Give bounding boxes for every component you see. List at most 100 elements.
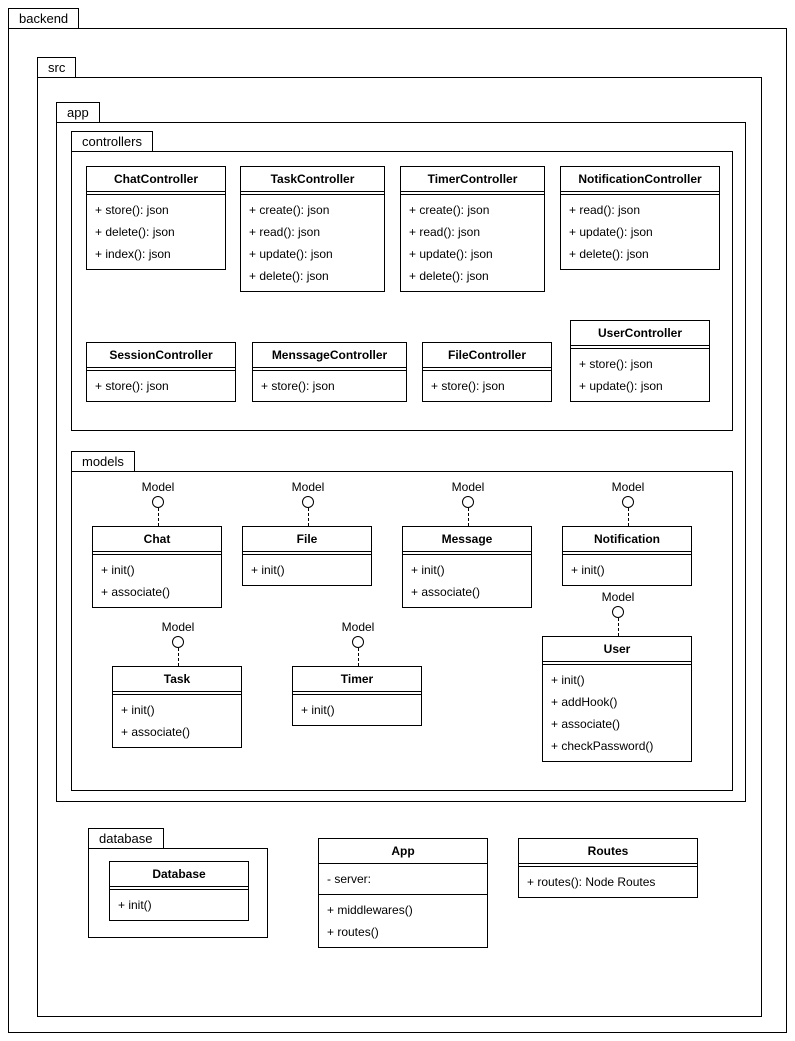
pkg-app: app controllers ChatController + store()… — [56, 122, 746, 802]
method: + update(): json — [569, 221, 711, 243]
cls-title: ChatController — [87, 167, 225, 192]
cls-title: Notification — [563, 527, 691, 552]
lollipop-icon — [622, 496, 634, 508]
pkg-src-label: src — [48, 60, 65, 75]
pkg-app-label: app — [67, 105, 89, 120]
cls-body: + routes(): Node Routes — [519, 867, 697, 897]
cls-body: + middlewares() + routes() — [319, 895, 487, 947]
cls-body: + store(): json + delete(): json + index… — [87, 195, 225, 269]
pkg-backend-tab: backend — [8, 8, 79, 29]
iface-model: Model — [138, 620, 218, 666]
cls-title: Task — [113, 667, 241, 692]
method: + init() — [251, 559, 363, 581]
pkg-models-label: models — [82, 454, 124, 469]
pkg-controllers: controllers ChatController + store(): js… — [71, 151, 733, 431]
cls-usercontroller: UserController + store(): json + update(… — [570, 320, 710, 402]
iface-model: Model — [428, 480, 508, 526]
method: + associate() — [101, 581, 213, 603]
lollipop-icon — [612, 606, 624, 618]
pkg-src-tab: src — [37, 57, 76, 78]
cls-routes: Routes + routes(): Node Routes — [518, 838, 698, 898]
pkg-controllers-label: controllers — [82, 134, 142, 149]
iface-model: Model — [318, 620, 398, 666]
cls-body: + store(): json — [423, 371, 551, 401]
pkg-models: models Model Chat + init() + associate() — [71, 471, 733, 791]
cls-title: Message — [403, 527, 531, 552]
cls-body: + store(): json — [253, 371, 406, 401]
iface-label: Model — [268, 480, 348, 494]
cls-sessioncontroller: SessionController + store(): json — [86, 342, 236, 402]
iface-line — [178, 648, 179, 666]
attr: - server: — [327, 868, 479, 890]
cls-title: User — [543, 637, 691, 662]
method: + associate() — [551, 713, 683, 735]
cls-title: Timer — [293, 667, 421, 692]
cls-body: + read(): json + update(): json + delete… — [561, 195, 719, 269]
method: + delete(): json — [569, 243, 711, 265]
method: + associate() — [411, 581, 523, 603]
cls-notification: Notification + init() — [562, 526, 692, 586]
lollipop-icon — [352, 636, 364, 648]
cls-body: + store(): json — [87, 371, 235, 401]
lollipop-icon — [302, 496, 314, 508]
method: + read(): json — [569, 199, 711, 221]
cls-body: + init() + associate() — [113, 695, 241, 747]
cls-taskcontroller: TaskController + create(): json + read()… — [240, 166, 385, 292]
cls-chat: Chat + init() + associate() — [92, 526, 222, 608]
method: + index(): json — [95, 243, 217, 265]
iface-model: Model — [268, 480, 348, 526]
iface-label: Model — [318, 620, 398, 634]
cls-body: + init() — [293, 695, 421, 725]
iface-line — [628, 508, 629, 526]
method: + create(): json — [249, 199, 376, 221]
cls-title: SessionController — [87, 343, 235, 368]
cls-title: File — [243, 527, 371, 552]
iface-model: Model — [118, 480, 198, 526]
method: + associate() — [121, 721, 233, 743]
method: + routes(): Node Routes — [527, 871, 689, 893]
cls-title: Database — [110, 862, 248, 887]
cls-title: MenssageController — [253, 343, 406, 368]
method: + store(): json — [95, 375, 227, 397]
cls-title: TaskController — [241, 167, 384, 192]
method: + delete(): json — [95, 221, 217, 243]
method: + update(): json — [579, 375, 701, 397]
method: + store(): json — [431, 375, 543, 397]
cls-body: + store(): json + update(): json — [571, 349, 709, 401]
method: + addHook() — [551, 691, 683, 713]
iface-label: Model — [428, 480, 508, 494]
pkg-backend: backend src app controllers ChatControll… — [8, 28, 787, 1033]
cls-chatcontroller: ChatController + store(): json + delete(… — [86, 166, 226, 270]
lollipop-icon — [172, 636, 184, 648]
pkg-controllers-tab: controllers — [71, 131, 153, 152]
cls-body: + init() — [243, 555, 371, 585]
cls-file: File + init() — [242, 526, 372, 586]
cls-title: Routes — [519, 839, 697, 864]
pkg-backend-label: backend — [19, 11, 68, 26]
iface-line — [468, 508, 469, 526]
cls-body: + init() + associate() — [403, 555, 531, 607]
cls-title: Chat — [93, 527, 221, 552]
iface-label: Model — [588, 480, 668, 494]
method: + store(): json — [579, 353, 701, 375]
iface-line — [308, 508, 309, 526]
iface-label: Model — [578, 590, 658, 604]
iface-line — [358, 648, 359, 666]
method: + read(): json — [409, 221, 536, 243]
cls-body: + init() + associate() — [93, 555, 221, 607]
method: + middlewares() — [327, 899, 479, 921]
cls-body: + init() — [110, 890, 248, 920]
iface-label: Model — [138, 620, 218, 634]
cls-title: TimerController — [401, 167, 544, 192]
cls-app: App - server: + middlewares() + routes() — [318, 838, 488, 948]
cls-title: NotificationController — [561, 167, 719, 192]
cls-task: Task + init() + associate() — [112, 666, 242, 748]
cls-database: Database + init() — [109, 861, 249, 921]
pkg-app-tab: app — [56, 102, 100, 123]
lollipop-icon — [152, 496, 164, 508]
method: + init() — [571, 559, 683, 581]
method: + delete(): json — [249, 265, 376, 287]
cls-notificationcontroller: NotificationController + read(): json + … — [560, 166, 720, 270]
iface-line — [618, 618, 619, 636]
method: + init() — [301, 699, 413, 721]
